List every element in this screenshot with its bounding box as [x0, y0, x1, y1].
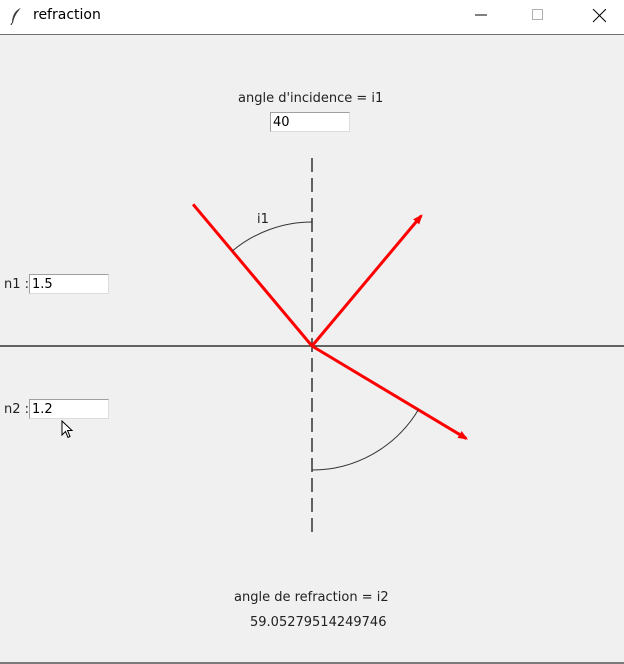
maximize-icon [532, 9, 543, 20]
reflected-ray [310, 214, 423, 347]
minimize-button[interactable] [458, 0, 504, 33]
window-bottom-border [0, 662, 624, 664]
n2-label: n2 : [4, 402, 30, 417]
n1-label: n1 : [4, 277, 30, 292]
maximize-button[interactable] [514, 0, 560, 33]
refraction-canvas: i1 angle d'incidence = i1 n1 : n2 : angl… [0, 35, 624, 664]
refraction-label: angle de refraction = i2 [234, 590, 389, 605]
close-button[interactable] [576, 0, 622, 33]
feather-icon [9, 7, 25, 26]
incidence-angle-arc [231, 221, 313, 252]
n1-input[interactable] [29, 274, 109, 294]
incident-ray [191, 203, 314, 347]
refraction-value: 59.05279514249746 [250, 615, 387, 630]
n2-input[interactable] [29, 399, 109, 419]
incidence-angle-label: i1 [257, 212, 269, 227]
window-title: refraction [33, 7, 101, 23]
close-icon [592, 9, 606, 23]
minimize-icon [475, 14, 487, 16]
refraction-diagram: i1 [0, 158, 624, 533]
title-bar: refraction [0, 0, 624, 35]
refraction-angle-arc [311, 409, 419, 471]
incidence-label: angle d'incidence = i1 [238, 91, 384, 106]
refracted-ray [311, 344, 469, 440]
mouse-cursor-icon [61, 420, 74, 439]
incidence-input[interactable] [270, 112, 350, 132]
